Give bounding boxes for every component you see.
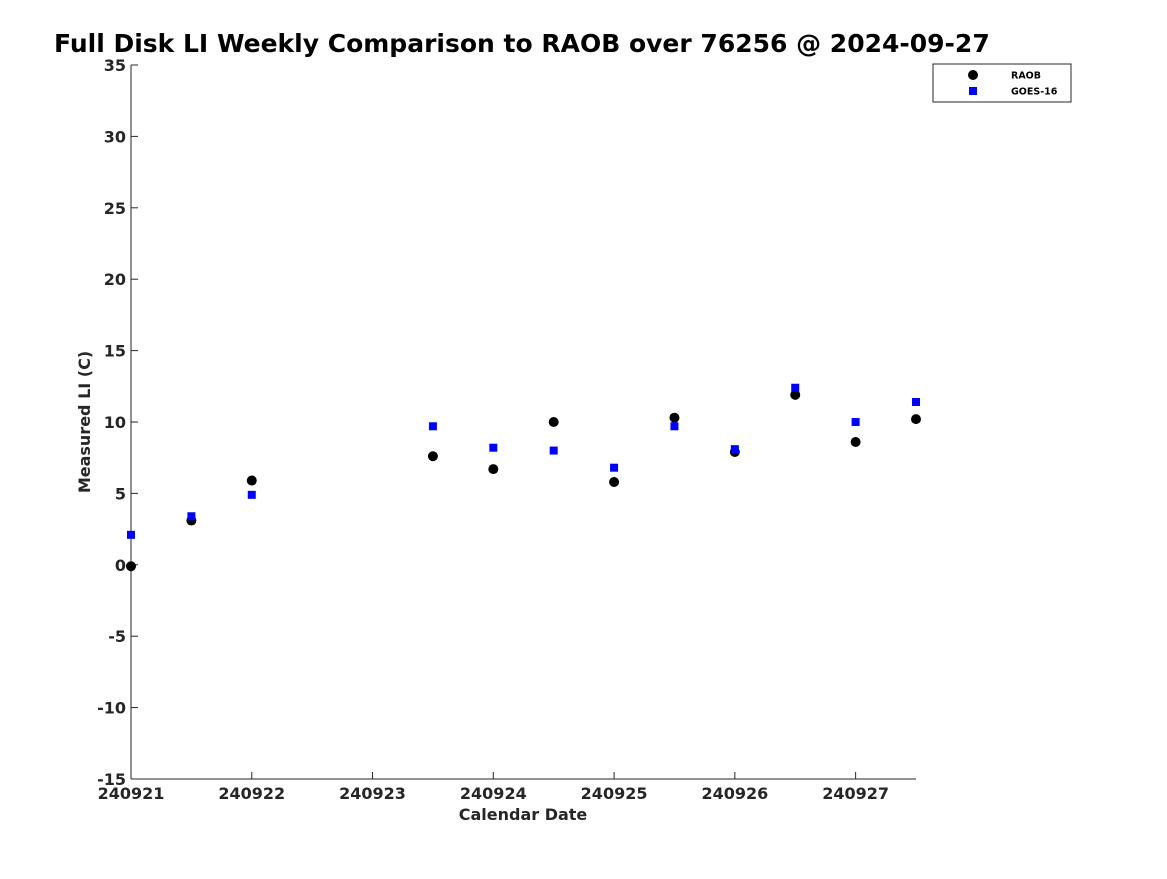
y-tick-label: 25 — [104, 199, 126, 218]
x-tick-label: 240926 — [701, 784, 768, 803]
y-axis: 35 30 25 20 15 10 5 0 -5 -10 -15 — [97, 56, 138, 789]
goes-point — [791, 383, 800, 392]
raob-point — [548, 417, 559, 427]
x-tick-label: 240927 — [822, 784, 889, 803]
legend: RAOB GOES-16 — [932, 63, 1072, 103]
goes-point — [549, 446, 558, 455]
raob-point — [488, 464, 499, 475]
y-tick-label: 0 — [115, 556, 126, 575]
raob-point — [126, 561, 136, 572]
series-goes-16 — [127, 383, 920, 539]
legend-marker-goes — [969, 87, 977, 95]
raob-point — [246, 475, 257, 486]
goes-point — [127, 530, 135, 539]
y-tick-label: 15 — [104, 342, 126, 361]
raob-point — [427, 451, 438, 462]
legend-label: GOES-16 — [1011, 87, 1058, 98]
raob-point — [790, 389, 801, 400]
goes-point — [247, 490, 256, 499]
x-axis-label: Calendar Date — [459, 805, 588, 824]
goes-point — [187, 512, 196, 521]
y-tick-label: -15 — [97, 770, 126, 789]
x-axis: 240921 240922 240923 240924 240925 240926 2409… — [98, 772, 916, 803]
raob-point — [850, 436, 861, 447]
legend-marker-raob — [968, 70, 978, 80]
x-tick-label: 240922 — [218, 784, 285, 803]
y-axis-label: Measured LI (C) — [75, 351, 94, 493]
series-raob — [126, 389, 921, 572]
chart-title: Full Disk LI Weekly Comparison to RAOB o… — [54, 29, 990, 58]
y-tick-label: 35 — [104, 56, 126, 75]
y-tick-label: 5 — [115, 484, 126, 503]
goes-point — [489, 443, 498, 452]
y-tick-label: -10 — [97, 699, 126, 718]
y-tick-label: 30 — [104, 127, 126, 146]
raob-point — [669, 412, 680, 423]
y-tick-label: 20 — [104, 270, 126, 289]
y-tick-label: -5 — [108, 627, 126, 646]
goes-point — [610, 463, 619, 472]
goes-point — [912, 398, 920, 407]
goes-point — [730, 445, 739, 454]
raob-point — [911, 414, 921, 425]
goes-point — [428, 422, 437, 431]
x-tick-label: 240924 — [460, 784, 527, 803]
legend-label: RAOB — [1011, 71, 1041, 82]
x-tick-label: 240921 — [98, 784, 165, 803]
legend-box — [932, 63, 1072, 103]
x-tick-label: 240923 — [339, 784, 406, 803]
data-points — [126, 383, 921, 572]
y-tick-label: 10 — [104, 413, 126, 432]
goes-point — [851, 418, 860, 426]
raob-point — [609, 476, 620, 487]
goes-point — [670, 422, 679, 431]
x-tick-label: 240925 — [581, 784, 648, 803]
